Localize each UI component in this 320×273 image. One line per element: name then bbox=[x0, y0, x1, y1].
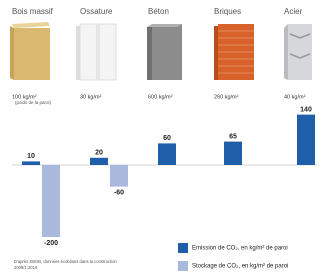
material-images bbox=[10, 22, 312, 80]
weight-label: 600 kg/m² bbox=[148, 94, 173, 100]
weight-label: 30 kg/m² bbox=[80, 94, 102, 100]
value-label: 20 bbox=[95, 150, 103, 157]
value-label: 65 bbox=[229, 133, 237, 140]
weight-note: (poids de la paroi) bbox=[15, 100, 52, 105]
beton-image bbox=[147, 24, 182, 80]
bar bbox=[22, 161, 40, 165]
category-label: Acier bbox=[284, 7, 303, 16]
bar bbox=[297, 115, 315, 165]
value-label: 60 bbox=[163, 135, 171, 142]
bar bbox=[42, 165, 60, 237]
ossature-image bbox=[76, 24, 116, 80]
acier-image bbox=[284, 24, 312, 80]
bois-image bbox=[10, 22, 50, 80]
category-label: Bois massif bbox=[12, 7, 54, 16]
legend-swatch bbox=[178, 261, 188, 271]
source-note: D'après KBOB, données écobilans dans la … bbox=[14, 259, 117, 264]
briques-image bbox=[214, 24, 254, 80]
bar bbox=[158, 143, 176, 165]
legend-label: Emission de CO₂, en kg/m² de paroi bbox=[192, 246, 288, 252]
value-label: 140 bbox=[300, 106, 312, 113]
bar bbox=[90, 158, 108, 165]
value-label: -200 bbox=[44, 240, 58, 247]
legend-label: Stockage de CO₂, en kg/m² de paroi bbox=[192, 264, 288, 270]
chart: Bois massif100 kg/m²Ossature30 kg/m²Béto… bbox=[0, 0, 317, 273]
category-label: Briques bbox=[214, 7, 241, 16]
bar bbox=[110, 165, 128, 187]
bar bbox=[224, 142, 242, 165]
value-label: -60 bbox=[114, 189, 124, 196]
category-label: Ossature bbox=[80, 7, 113, 16]
category-label: Béton bbox=[148, 7, 169, 16]
legend-swatch bbox=[178, 243, 188, 253]
source-note: 2009/1:2016 bbox=[14, 265, 38, 270]
value-label: 10 bbox=[27, 153, 35, 160]
weight-label: 260 kg/m² bbox=[214, 94, 239, 100]
weight-label: 40 kg/m² bbox=[284, 94, 306, 100]
